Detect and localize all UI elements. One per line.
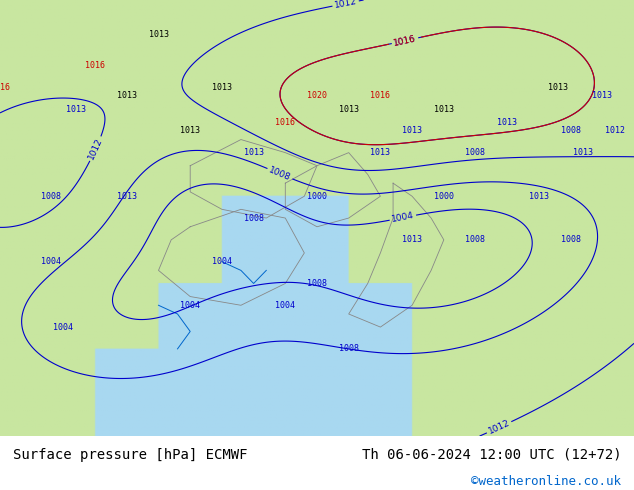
Text: 1013: 1013 <box>243 148 264 157</box>
Text: 1008: 1008 <box>268 165 292 182</box>
Text: 1004: 1004 <box>275 301 295 310</box>
Text: 1013: 1013 <box>548 83 568 92</box>
Text: 1008: 1008 <box>41 192 61 201</box>
Text: 1013: 1013 <box>117 192 137 201</box>
Text: 1016: 1016 <box>393 34 417 48</box>
Text: 1004: 1004 <box>53 322 74 332</box>
Text: 1000: 1000 <box>434 192 454 201</box>
Text: 1016: 1016 <box>275 118 295 126</box>
Text: 1013: 1013 <box>592 92 612 100</box>
Text: 1013: 1013 <box>148 30 169 39</box>
Text: Th 06-06-2024 12:00 UTC (12+72): Th 06-06-2024 12:00 UTC (12+72) <box>361 448 621 462</box>
Text: 1020: 1020 <box>307 92 327 100</box>
Text: 1013: 1013 <box>402 126 422 135</box>
Text: 1008: 1008 <box>560 235 581 245</box>
Text: 1013: 1013 <box>370 148 391 157</box>
Text: 1000: 1000 <box>307 192 327 201</box>
Text: 1016: 1016 <box>0 83 10 92</box>
Text: 1013: 1013 <box>497 118 517 126</box>
Text: ©weatheronline.co.uk: ©weatheronline.co.uk <box>471 475 621 489</box>
Text: 1008: 1008 <box>339 344 359 353</box>
Text: 1012: 1012 <box>87 137 105 161</box>
Text: 1013: 1013 <box>180 126 200 135</box>
Text: 1004: 1004 <box>41 257 61 266</box>
Text: 1013: 1013 <box>529 192 549 201</box>
Text: 1016: 1016 <box>370 92 391 100</box>
Text: 1013: 1013 <box>66 104 86 114</box>
Text: 1008: 1008 <box>560 126 581 135</box>
Text: 1013: 1013 <box>339 104 359 114</box>
Text: 1008: 1008 <box>307 279 327 288</box>
Text: 1012: 1012 <box>487 418 512 436</box>
Text: 1012: 1012 <box>605 126 625 135</box>
Text: 1012: 1012 <box>333 0 358 10</box>
Text: 1004: 1004 <box>180 301 200 310</box>
Text: 1008: 1008 <box>243 214 264 222</box>
Text: 1013: 1013 <box>573 148 593 157</box>
Text: 1016: 1016 <box>393 34 417 48</box>
Text: Surface pressure [hPa] ECMWF: Surface pressure [hPa] ECMWF <box>13 448 247 462</box>
Text: 1013: 1013 <box>212 83 232 92</box>
Text: 1016: 1016 <box>85 61 105 70</box>
Text: 1004: 1004 <box>391 211 415 224</box>
Text: 1013: 1013 <box>402 235 422 245</box>
Text: 1008: 1008 <box>465 235 486 245</box>
Text: 1013: 1013 <box>117 92 137 100</box>
Text: 1013: 1013 <box>434 104 454 114</box>
Text: 1004: 1004 <box>212 257 232 266</box>
Text: 1008: 1008 <box>465 148 486 157</box>
